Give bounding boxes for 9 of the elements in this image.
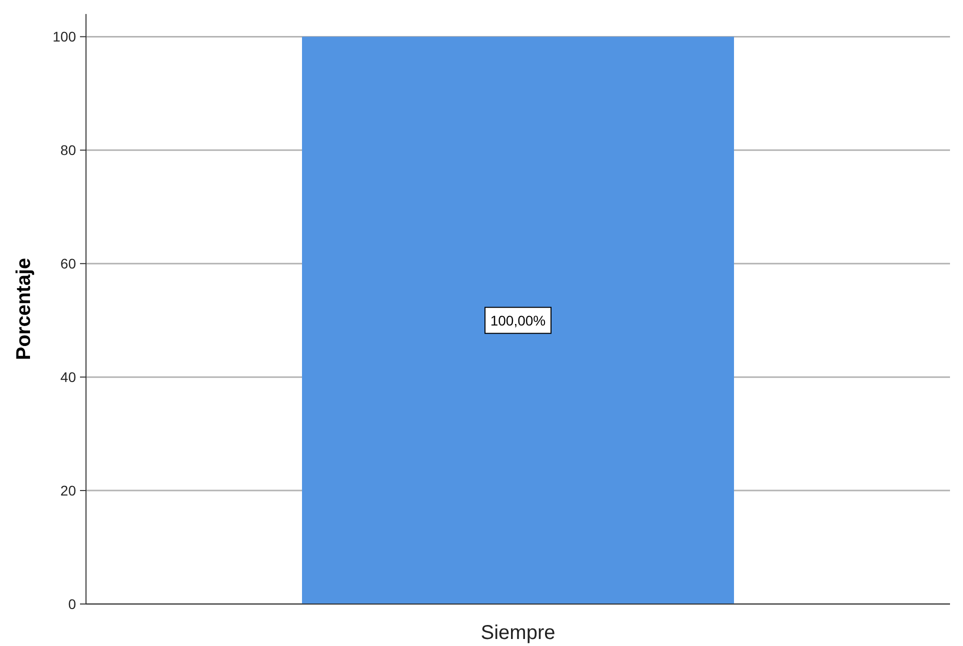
y-tick-label: 40 (60, 369, 76, 386)
y-tick-label: 80 (60, 142, 76, 158)
y-tick-label: 100 (52, 28, 76, 45)
x-tick-label: Siempre (480, 622, 556, 644)
y-tick-label: 0 (68, 596, 76, 612)
y-tick-label: 20 (60, 482, 76, 499)
data-label: 100,00% (490, 312, 546, 328)
y-axis-title: Porcentaje (13, 258, 35, 360)
y-tick-label: 60 (60, 256, 76, 272)
